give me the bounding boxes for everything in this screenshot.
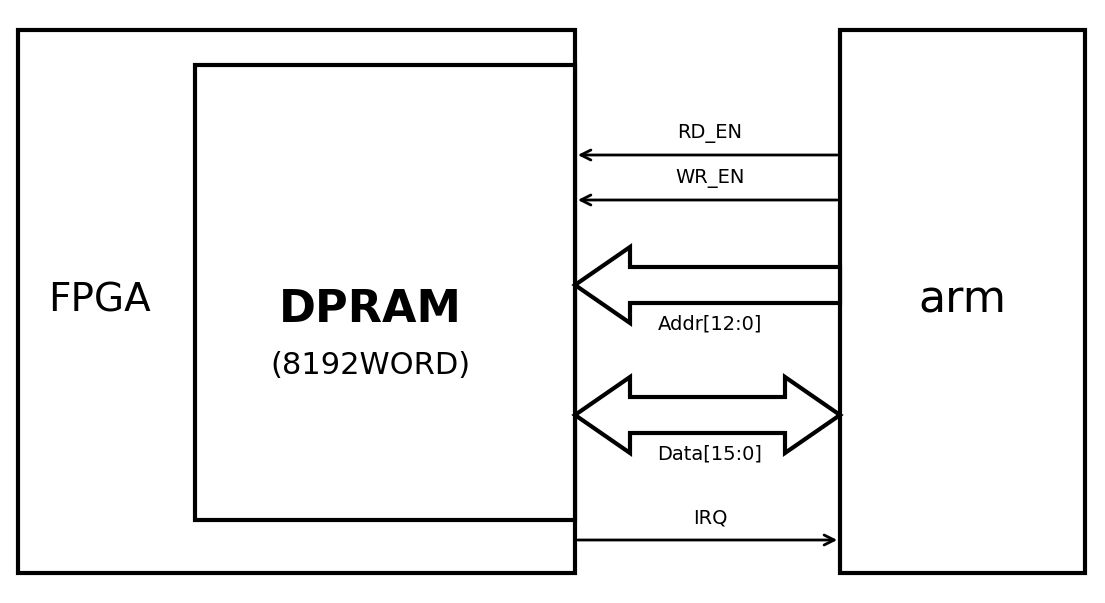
Text: DPRAM: DPRAM (278, 288, 462, 332)
Text: (8192WORD): (8192WORD) (270, 350, 470, 379)
Text: FPGA: FPGA (49, 281, 151, 319)
Bar (840, 30, 1085, 573)
Text: WR_EN: WR_EN (675, 169, 745, 188)
Bar (18, 30, 575, 573)
Text: IRQ: IRQ (693, 509, 727, 528)
Text: Data[15:0]: Data[15:0] (657, 445, 762, 464)
Text: arm: arm (918, 279, 1006, 321)
Text: RD_EN: RD_EN (677, 124, 743, 143)
Polygon shape (575, 247, 840, 323)
Text: Addr[12:0]: Addr[12:0] (657, 315, 762, 334)
Polygon shape (575, 377, 840, 453)
Bar (194, 65, 575, 520)
